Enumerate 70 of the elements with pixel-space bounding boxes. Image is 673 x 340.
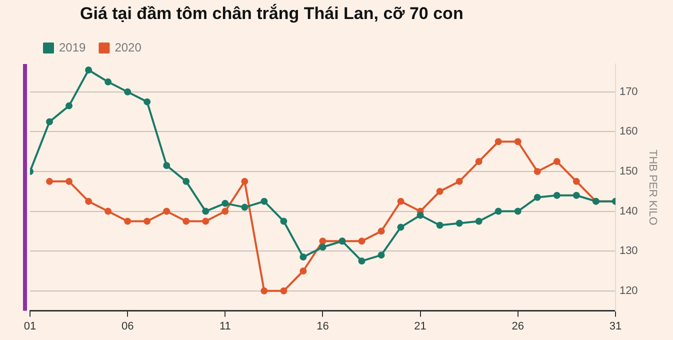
point [436, 188, 444, 195]
x-tick-label: 21 [414, 320, 426, 332]
x-tick-label: 11 [219, 320, 231, 332]
point [436, 222, 444, 229]
point [260, 287, 268, 294]
point [124, 218, 132, 225]
point [163, 162, 170, 170]
point [319, 238, 326, 245]
x-tick-label: 26 [512, 320, 524, 332]
point [124, 88, 132, 96]
point [378, 228, 385, 235]
point [553, 158, 560, 166]
point [163, 208, 170, 215]
y2-tick-label: 170 [619, 86, 638, 98]
point [66, 178, 73, 185]
point [397, 224, 404, 231]
x-tick-label: 01 [24, 320, 36, 332]
point [416, 212, 424, 219]
x-tick-label: 16 [316, 320, 329, 332]
point [222, 208, 229, 215]
point [494, 208, 502, 215]
point [144, 98, 151, 106]
y2-tick-label: 140 [619, 205, 638, 218]
point [202, 218, 210, 225]
point [182, 178, 190, 185]
point [572, 192, 580, 199]
y2-axis-title: THB PER KILO [646, 150, 658, 226]
point [300, 267, 307, 274]
point [456, 220, 463, 227]
point [46, 118, 54, 126]
point [222, 200, 229, 207]
y2-tick-label: 160 [619, 126, 638, 138]
point [553, 192, 560, 199]
point [494, 138, 502, 146]
y2-tick-label: 120 [619, 284, 638, 297]
point [475, 218, 482, 225]
point [46, 178, 54, 185]
legend-label: 2019 [59, 40, 86, 54]
point [241, 178, 248, 185]
point [182, 218, 190, 225]
point [534, 168, 541, 175]
point [66, 102, 73, 110]
point [358, 258, 366, 265]
point [534, 194, 541, 201]
point [280, 287, 288, 294]
point [456, 178, 463, 185]
point [572, 178, 580, 185]
point [104, 208, 112, 215]
point [280, 218, 288, 225]
x-tick-label: 31 [609, 320, 622, 332]
point [85, 66, 92, 74]
point [241, 204, 248, 211]
point [144, 218, 151, 225]
y2-tick-label: 150 [619, 166, 638, 178]
point [397, 198, 404, 205]
point [260, 198, 268, 205]
point [85, 198, 92, 205]
point [514, 138, 522, 146]
y2-tick-label: 130 [619, 245, 638, 258]
point [378, 252, 385, 259]
point [104, 78, 112, 86]
x-tick-label: 06 [121, 320, 134, 332]
legend-label: 2020 [114, 40, 142, 54]
chart-title: Giá tại đầm tôm chân trắng Thái Lan, cỡ 70 con [80, 4, 464, 24]
point [514, 208, 522, 215]
point [300, 254, 307, 261]
point [202, 208, 210, 215]
point [358, 238, 366, 245]
point [475, 158, 482, 166]
point [319, 244, 326, 251]
